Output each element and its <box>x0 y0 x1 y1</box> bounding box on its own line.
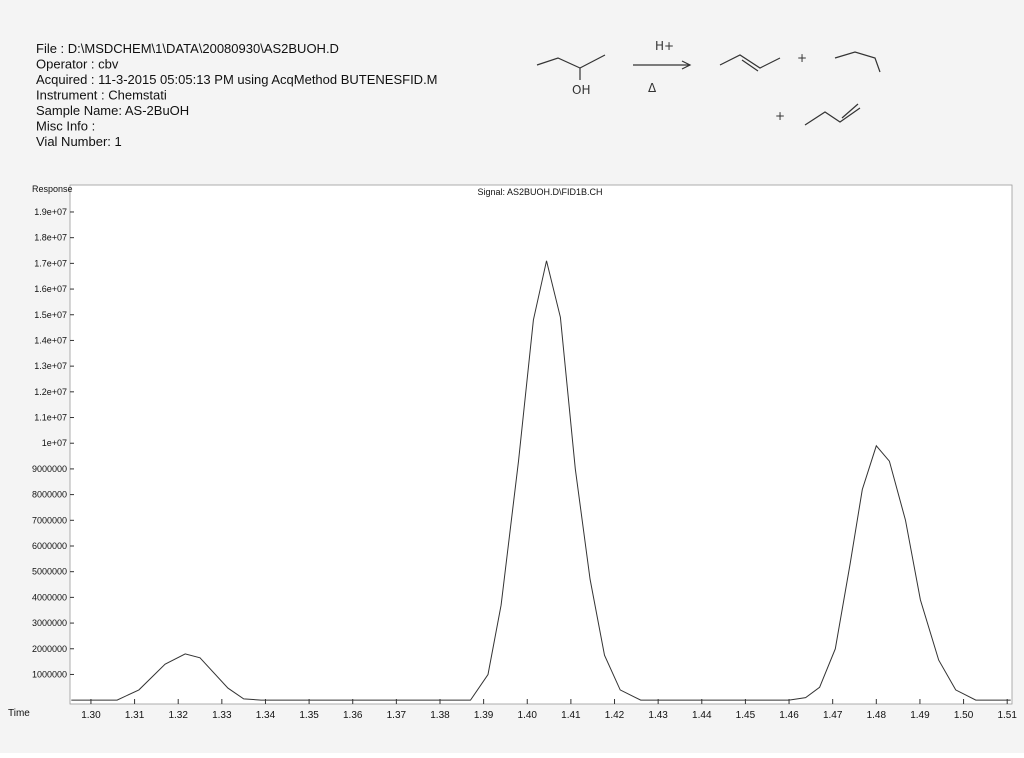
x-tick-label: 1.49 <box>910 710 930 721</box>
plus: + <box>775 109 785 123</box>
bond <box>741 59 759 72</box>
y-tick-label: 1.5e+07 <box>34 310 67 320</box>
y-tick-label: 1.9e+07 <box>34 207 67 217</box>
y-tick-label: 1e+07 <box>42 438 67 448</box>
y-tick-label: 1.1e+07 <box>34 413 67 423</box>
y-tick-label: 8000000 <box>32 490 67 500</box>
y-axis-label: Response <box>32 184 73 194</box>
x-tick-label: 1.32 <box>168 710 188 721</box>
header: File : D:\MSDCHEM\1\DATA\20080930\AS2BUO… <box>36 41 438 149</box>
x-tick-label: 1.34 <box>256 710 276 721</box>
x-tick-label: 1.30 <box>81 710 101 721</box>
header-line: File : D:\MSDCHEM\1\DATA\20080930\AS2BUO… <box>36 41 339 56</box>
y-tick-label: 1.4e+07 <box>34 335 67 345</box>
x-axis-label: Time <box>8 708 30 719</box>
x-tick-label: 1.42 <box>605 710 625 721</box>
x-tick-label: 1.48 <box>867 710 887 721</box>
x-tick-label: 1.46 <box>779 710 799 721</box>
x-tick-label: 1.35 <box>299 710 319 721</box>
x-tick-label: 1.39 <box>474 710 494 721</box>
x-tick-label: 1.43 <box>648 710 668 721</box>
x-tick-label: 1.38 <box>430 710 450 721</box>
x-tick-label: 1.44 <box>692 710 712 721</box>
x-tick-label: 1.33 <box>212 710 232 721</box>
heat: Δ <box>648 81 657 95</box>
y-tick-label: 2000000 <box>32 644 67 654</box>
y-tick-label: 5000000 <box>32 567 67 577</box>
y-tick-label: 1.2e+07 <box>34 387 67 397</box>
header-line: Instrument : Chemstati <box>36 88 167 103</box>
alcohol <box>536 54 606 69</box>
x-tick-label: 1.40 <box>518 710 538 721</box>
trans-butene <box>719 54 781 69</box>
1-butene <box>804 107 861 126</box>
x-tick-label: 1.37 <box>387 710 407 721</box>
cis-butene <box>834 51 881 73</box>
header-line: Misc Info : <box>36 119 95 134</box>
x-tick-label: 1.31 <box>125 710 145 721</box>
signal-title: Signal: AS2BUOH.D\FID1B.CH <box>477 187 602 197</box>
plot-area <box>69 184 1013 705</box>
signal-trace <box>71 260 1011 701</box>
x-tick-label: 1.41 <box>561 710 581 721</box>
x-tick-label: 1.36 <box>343 710 363 721</box>
bond <box>841 103 859 119</box>
x-tick-label: 1.47 <box>823 710 843 721</box>
arrow-head <box>681 60 692 70</box>
x-tick-label: 1.45 <box>736 710 756 721</box>
y-tick-label: 1.3e+07 <box>34 361 67 371</box>
y-tick-label: 1.7e+07 <box>34 258 67 268</box>
header-line: Acquired : 11-3-2015 05:05:13 PM using A… <box>36 72 438 87</box>
x-tick-label: 1.51 <box>997 710 1017 721</box>
header-line: Operator : cbv <box>36 57 119 72</box>
reaction <box>536 51 881 126</box>
y-tick-label: 4000000 <box>32 592 67 602</box>
x-tick-label: 1.50 <box>954 710 974 721</box>
y-tick-label: 6000000 <box>32 541 67 551</box>
y-tick-label: 1.8e+07 <box>34 233 67 243</box>
y-tick-label: 7000000 <box>32 515 67 525</box>
y-tick-label: 1000000 <box>32 669 67 679</box>
plus: + <box>797 51 807 65</box>
catalyst: H+ <box>655 39 674 53</box>
substituent: OH <box>572 83 590 97</box>
header-line: Vial Number: 1 <box>36 134 122 149</box>
y-tick-label: 1.6e+07 <box>34 284 67 294</box>
y-tick-label: 3000000 <box>32 618 67 628</box>
header-line: Sample Name: AS-2BuOH <box>36 103 189 118</box>
y-tick-label: 9000000 <box>32 464 67 474</box>
